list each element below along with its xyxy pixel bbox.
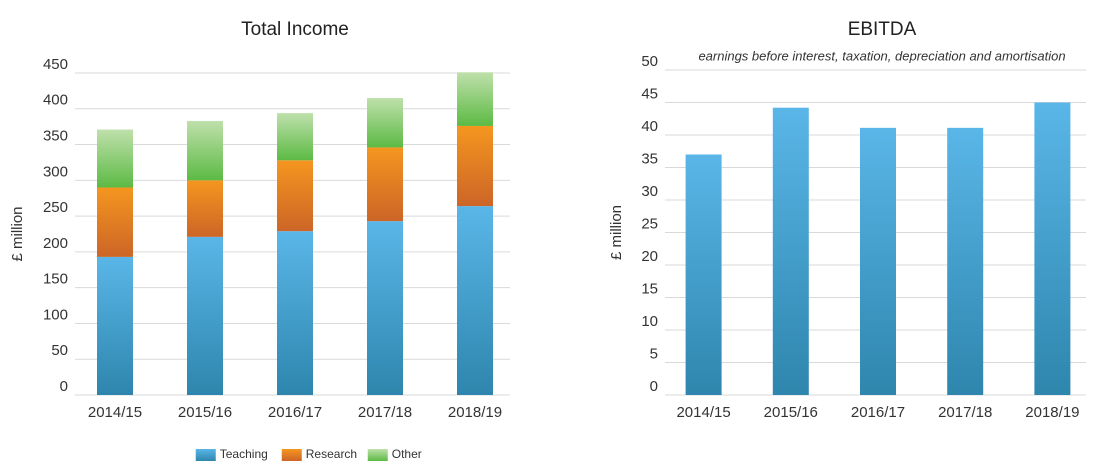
bar	[947, 127, 984, 395]
y-tick-label: 45	[641, 85, 658, 102]
y-tick-label: 30	[641, 183, 658, 200]
legend-swatch	[367, 449, 388, 461]
bar-segment	[367, 98, 403, 148]
y-tick-label: 150	[43, 271, 68, 288]
x-tick-label: 2015/16	[764, 404, 818, 421]
y-tick-label: 15	[641, 280, 658, 297]
y-tick-label: 25	[641, 215, 658, 232]
chart-title: EBITDA	[848, 19, 917, 40]
y-tick-label: 0	[60, 378, 68, 395]
y-tick-label: 200	[43, 235, 68, 252]
y-tick-label: 450	[43, 56, 68, 73]
bar-segment	[277, 160, 313, 232]
x-tick-label: 2018/19	[448, 404, 502, 421]
x-tick-label: 2014/15	[88, 404, 142, 421]
chart-title: Total Income	[241, 19, 349, 40]
legend-label: Research	[306, 447, 357, 461]
bar-segment	[187, 120, 223, 181]
y-tick-label: 40	[641, 118, 658, 135]
bar	[772, 107, 809, 395]
bar-segment	[277, 113, 313, 161]
legend-label: Teaching	[220, 447, 268, 461]
legend-label: Other	[392, 447, 422, 461]
y-tick-label: 350	[43, 128, 68, 145]
y-tick-label: 5	[650, 345, 658, 362]
y-tick-label: 400	[43, 92, 68, 109]
y-axis-label: £ million	[608, 205, 625, 260]
y-tick-label: 0	[650, 378, 658, 395]
bar-segment	[457, 72, 493, 126]
y-tick-label: 50	[51, 342, 68, 359]
x-tick-label: 2018/19	[1025, 404, 1079, 421]
legend-swatch	[281, 449, 302, 461]
x-tick-label: 2014/15	[676, 404, 730, 421]
bar-segment	[277, 231, 313, 395]
y-tick-label: 10	[641, 313, 658, 330]
y-tick-label: 50	[641, 53, 658, 70]
y-axis-label: £ million	[9, 206, 26, 261]
y-tick-label: 35	[641, 150, 658, 167]
bar-segment	[97, 187, 133, 257]
bar-segment	[367, 221, 403, 395]
x-tick-label: 2016/17	[851, 404, 905, 421]
bar-segment	[457, 125, 493, 207]
bar-segment	[97, 256, 133, 395]
x-tick-label: 2017/18	[358, 404, 412, 421]
y-tick-label: 250	[43, 199, 68, 216]
y-tick-label: 300	[43, 163, 68, 180]
x-tick-label: 2017/18	[938, 404, 992, 421]
bar-segment	[367, 147, 403, 222]
legend-swatch	[195, 449, 216, 461]
y-tick-label: 100	[43, 306, 68, 323]
bar	[685, 154, 722, 395]
x-tick-label: 2016/17	[268, 404, 322, 421]
bar-segment	[457, 206, 493, 395]
bar-segment	[187, 180, 223, 237]
y-tick-label: 20	[641, 248, 658, 265]
x-tick-label: 2015/16	[178, 404, 232, 421]
chart-subtitle: earnings before interest, taxation, depr…	[698, 48, 1065, 63]
bar-segment	[187, 236, 223, 395]
bar-segment	[97, 129, 133, 188]
bar	[860, 127, 896, 395]
bar	[1034, 102, 1071, 395]
